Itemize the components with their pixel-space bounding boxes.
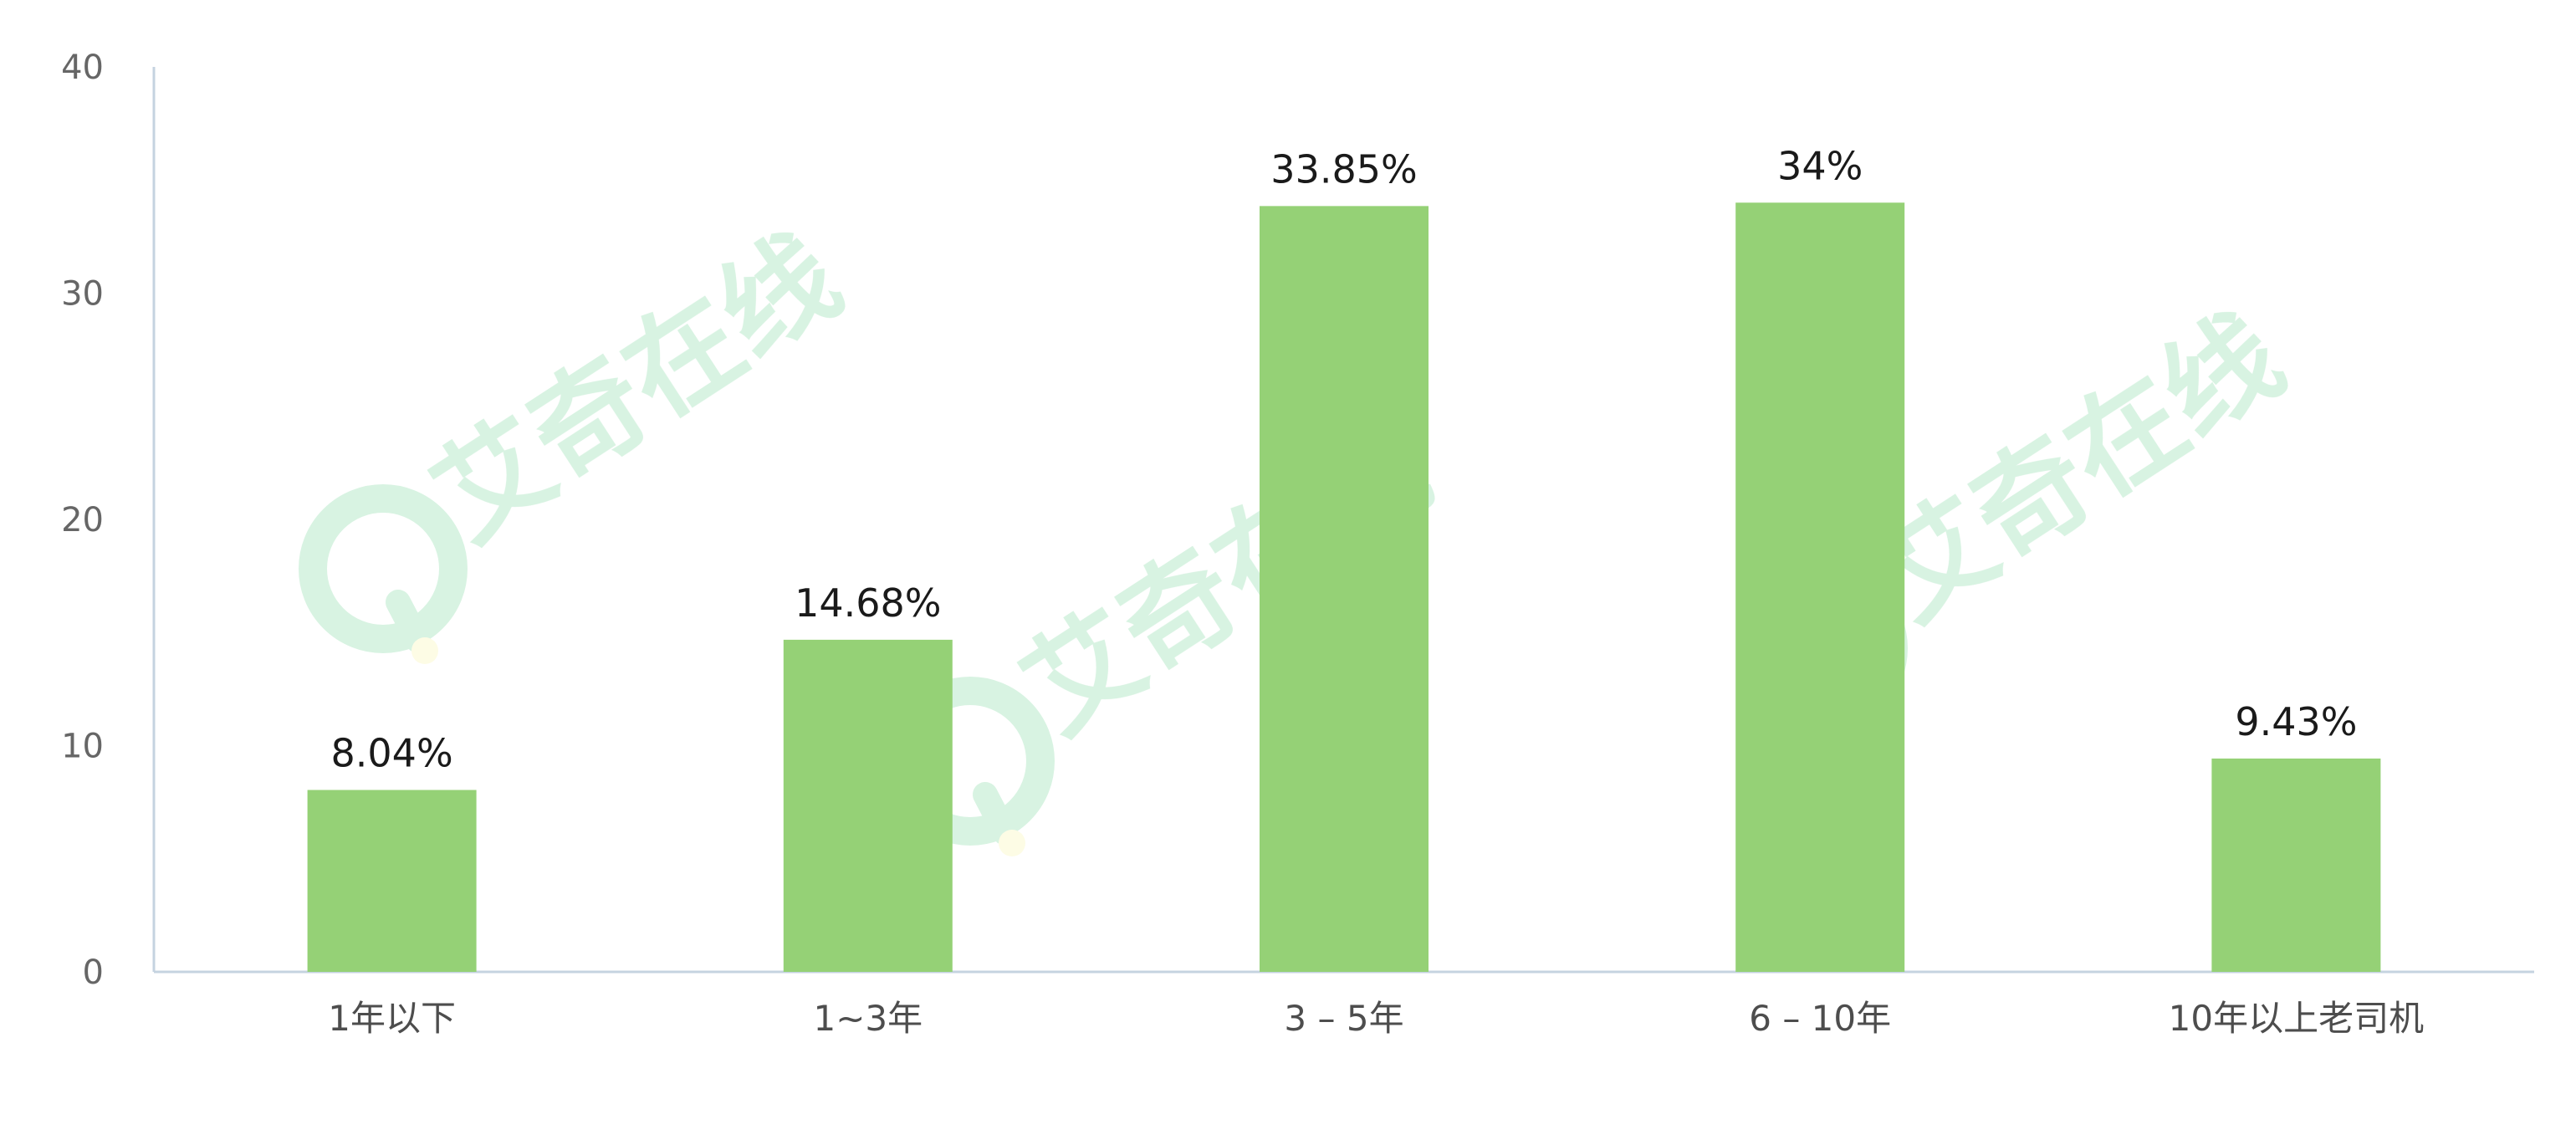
axes: 0 10 20 30 40 (61, 49, 2534, 992)
x-tick-label: 1年以下 (328, 998, 456, 1039)
labels: 8.04% 1年以下 14.68% 1~3年 33.85% 3 – 5年 34% 6 – 10… (328, 143, 2424, 1039)
x-tick-label: 6 – 10年 (1749, 998, 1891, 1039)
bar (1260, 206, 1429, 973)
watermark-text: 艾奇在线 (411, 210, 861, 566)
watermark: 艾奇在线 (299, 210, 861, 664)
bar (783, 639, 953, 972)
q-logo-icon (299, 484, 468, 653)
x-tick-label: 10年以上老司机 (2169, 998, 2424, 1039)
y-tick-label: 0 (83, 953, 104, 992)
q-logo-dot (999, 830, 1025, 856)
q-logo-tail (973, 782, 1018, 846)
y-tick-label: 40 (61, 49, 104, 87)
data-label: 9.43% (2235, 699, 2357, 744)
bar (1735, 202, 1905, 973)
bar (307, 790, 477, 972)
y-tick-label: 10 (61, 728, 104, 766)
y-tick-label: 20 (61, 501, 104, 539)
watermark-text: 艾奇在线 (1854, 289, 2304, 646)
bar (2211, 758, 2381, 972)
data-label: 8.04% (331, 731, 453, 776)
x-tick-label: 1~3年 (813, 998, 923, 1039)
bars (307, 202, 2381, 973)
data-label: 14.68% (795, 580, 941, 626)
q-logo-dot (411, 637, 438, 664)
data-label: 33.85% (1270, 146, 1417, 192)
q-logo-tail (386, 590, 431, 653)
data-label: 34% (1777, 143, 1863, 188)
x-tick-label: 3 – 5年 (1284, 998, 1403, 1039)
y-tick-label: 30 (61, 275, 104, 314)
